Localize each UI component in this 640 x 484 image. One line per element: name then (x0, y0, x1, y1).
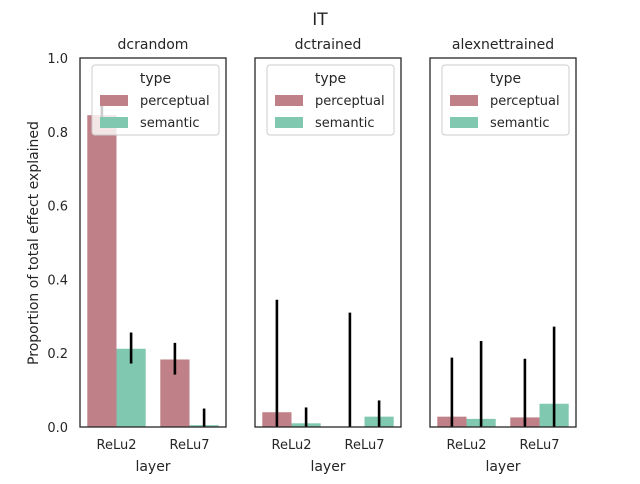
legend-swatch-semantic (100, 117, 128, 128)
legend-label-perceptual: perceptual (140, 94, 210, 109)
x-axis-label: layer (485, 459, 520, 475)
panel-title: dctrained (295, 37, 362, 53)
y-tick-label: 0.0 (47, 421, 68, 436)
axes-frame (254, 57, 402, 428)
y-tick-label: 1.0 (47, 52, 68, 67)
legend-label-perceptual: perceptual (490, 94, 560, 109)
figure-title: IT (312, 10, 328, 30)
x-tick-label: ReLu2 (272, 438, 312, 453)
y-axis-label: Proportion of total effect explained (26, 121, 42, 365)
x-tick-label: ReLu7 (170, 438, 210, 453)
x-tick-label: ReLu7 (345, 438, 385, 453)
panel-title: alexnettrained (452, 37, 554, 53)
x-tick-label: ReLu2 (97, 438, 137, 453)
legend-title: type (490, 71, 521, 87)
legend-swatch-semantic (450, 117, 478, 128)
legend-label-semantic: semantic (315, 116, 375, 131)
x-axis-label: layer (310, 459, 345, 475)
legend-label-semantic: semantic (140, 116, 200, 131)
axes-frame (429, 57, 577, 428)
y-tick-label: 0.6 (47, 200, 68, 215)
legend-title: type (315, 71, 346, 87)
legend: type perceptual semantic (441, 64, 570, 136)
y-tick-label: 0.4 (47, 273, 68, 288)
legend-label-perceptual: perceptual (315, 94, 385, 109)
bars (437, 326, 569, 427)
legend: type perceptual semantic (266, 64, 395, 136)
bar-perceptual-ReLu2 (87, 115, 117, 427)
legend-swatch-semantic (275, 117, 303, 128)
legend-label-semantic: semantic (490, 116, 550, 131)
bars (262, 299, 394, 427)
axes-frame (79, 57, 227, 428)
panel-dcrandom: dcrandom 0.0 0.2 0.4 0.6 0.8 1.0 ReLu2 ReLu7laye… (47, 37, 227, 475)
legend-swatch-perceptual (275, 95, 303, 106)
legend-swatch-perceptual (100, 95, 128, 106)
y-tick-label: 0.8 (47, 126, 68, 141)
bars (87, 105, 219, 427)
x-tick-label: ReLu2 (447, 438, 487, 453)
legend-title: type (140, 71, 171, 87)
panel-title: dcrandom (118, 37, 189, 53)
y-tick-label: 0.2 (47, 347, 68, 362)
legend-swatch-perceptual (450, 95, 478, 106)
x-axis-label: layer (135, 459, 170, 475)
legend: type perceptual semantic (91, 64, 220, 136)
x-tick-label: ReLu7 (520, 438, 560, 453)
